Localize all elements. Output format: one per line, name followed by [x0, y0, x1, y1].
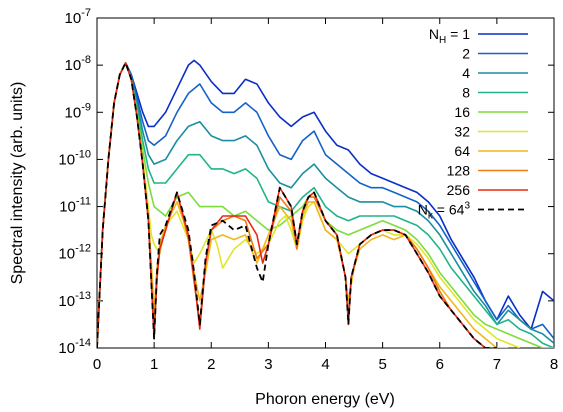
x-tick-label: 6 — [436, 356, 444, 373]
legend-label-32: 32 — [454, 124, 470, 140]
series-line-256 — [97, 61, 497, 348]
legend-label-1: NH = 1 — [429, 26, 470, 46]
legend-label-128: 128 — [447, 163, 471, 179]
y-tick-label: 10-8 — [65, 54, 91, 74]
series-line-nk — [97, 61, 497, 348]
y-tick-label: 10-10 — [58, 148, 91, 168]
y-tick-label: 10-9 — [65, 101, 91, 121]
x-tick-label: 1 — [150, 356, 158, 373]
legend: NH = 12 4 8 16 32 64 128 256 Nk = 643 — [418, 26, 528, 222]
legend-label-nk: Nk = 643 — [418, 201, 471, 222]
legend-label-8: 8 — [462, 85, 470, 101]
series-line-1 — [97, 59, 554, 348]
series-line-2 — [97, 61, 554, 348]
x-tick-label: 0 — [93, 356, 101, 373]
axis-ticks: 0 1 2 3 4 5 6 7 8 10-14 10-13 10-12 10-11 10-10 10-9 10… — [58, 7, 558, 373]
series-line-8 — [97, 61, 554, 348]
y-tick-label: 10-13 — [58, 290, 91, 310]
y-tick-label: 10-14 — [58, 337, 91, 357]
x-tick-label: 4 — [321, 356, 329, 373]
y-tick-label: 10-11 — [59, 196, 91, 216]
x-axis-label: Phoron energy (eV) — [255, 391, 395, 408]
legend-label-256: 256 — [447, 182, 471, 198]
x-tick-label: 5 — [378, 356, 386, 373]
x-tick-label: 2 — [207, 356, 215, 373]
series-line-4 — [97, 61, 554, 348]
series-layer — [97, 59, 554, 348]
y-axis-label: Spectral intensity (arb. units) — [9, 82, 26, 285]
legend-label-4: 4 — [462, 65, 470, 81]
legend-label-2: 2 — [462, 46, 470, 62]
x-tick-label: 8 — [550, 356, 558, 373]
x-tick-label: 3 — [264, 356, 272, 373]
legend-label-16: 16 — [454, 104, 470, 120]
series-line-16 — [97, 61, 554, 348]
y-tick-label: 10-12 — [58, 243, 91, 263]
legend-label-64: 64 — [454, 143, 470, 159]
x-tick-label: 7 — [493, 356, 501, 373]
y-tick-label: 10-7 — [65, 7, 91, 27]
